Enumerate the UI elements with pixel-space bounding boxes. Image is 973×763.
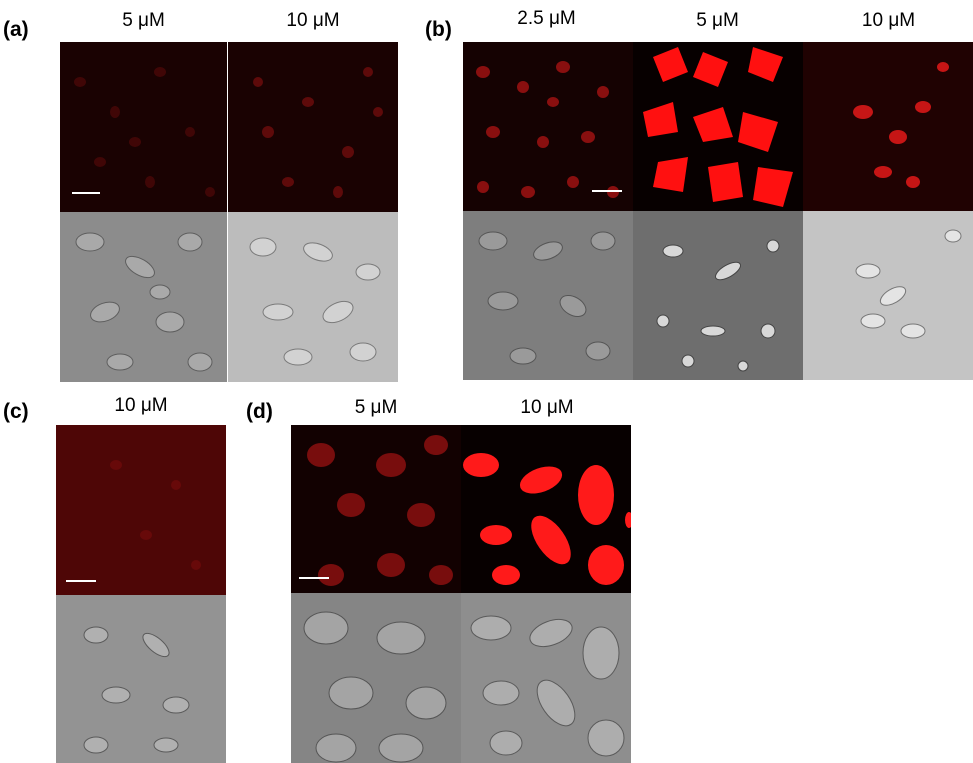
panel-b-concentration-2: 5 μM: [696, 10, 739, 31]
scale-bar: [592, 190, 622, 192]
panel-d-concentration-1: 5 μM: [354, 397, 398, 418]
panel-b-fluorescence-5um: [633, 42, 803, 211]
panel-a-concentration-1: 5 μM: [122, 10, 165, 31]
panel-label-a: (a): [3, 18, 29, 41]
panel-d-dic-5um: [291, 593, 461, 763]
panel-b-concentration-3: 10 μM: [861, 10, 916, 31]
panel-label-c: (c): [3, 400, 29, 423]
panel-a-dic-5um: [60, 212, 227, 382]
panel-c-fluorescence-10um: [56, 425, 226, 595]
panel-d-dic-10um: [461, 593, 631, 763]
scale-bar: [66, 580, 96, 582]
panel-b-dic-5um: [633, 211, 803, 380]
panel-a-fluorescence-10um: [228, 42, 398, 212]
panel-d-fluorescence-10um: [461, 425, 631, 593]
panel-a-fluorescence-5um: [60, 42, 227, 212]
panel-b-concentration-1: 2.5 μM: [517, 8, 576, 29]
scale-bar: [299, 577, 329, 579]
scale-bar: [72, 192, 100, 194]
panel-d-fluorescence-5um: [291, 425, 461, 593]
panel-a-dic-10um: [228, 212, 398, 382]
panel-b-dic-2-5um: [463, 211, 633, 380]
panel-b-dic-10um: [803, 211, 973, 380]
panel-label-d: (d): [246, 400, 273, 423]
panel-c-dic-10um: [56, 595, 226, 763]
panel-b-fluorescence-2-5um: [463, 42, 633, 211]
panel-b-fluorescence-10um: [803, 42, 973, 211]
panel-d-concentration-2: 10 μM: [520, 397, 574, 418]
panel-label-b: (b): [425, 18, 452, 41]
panel-a-concentration-2: 10 μM: [286, 10, 340, 31]
panel-c-concentration-1: 10 μM: [114, 395, 168, 416]
